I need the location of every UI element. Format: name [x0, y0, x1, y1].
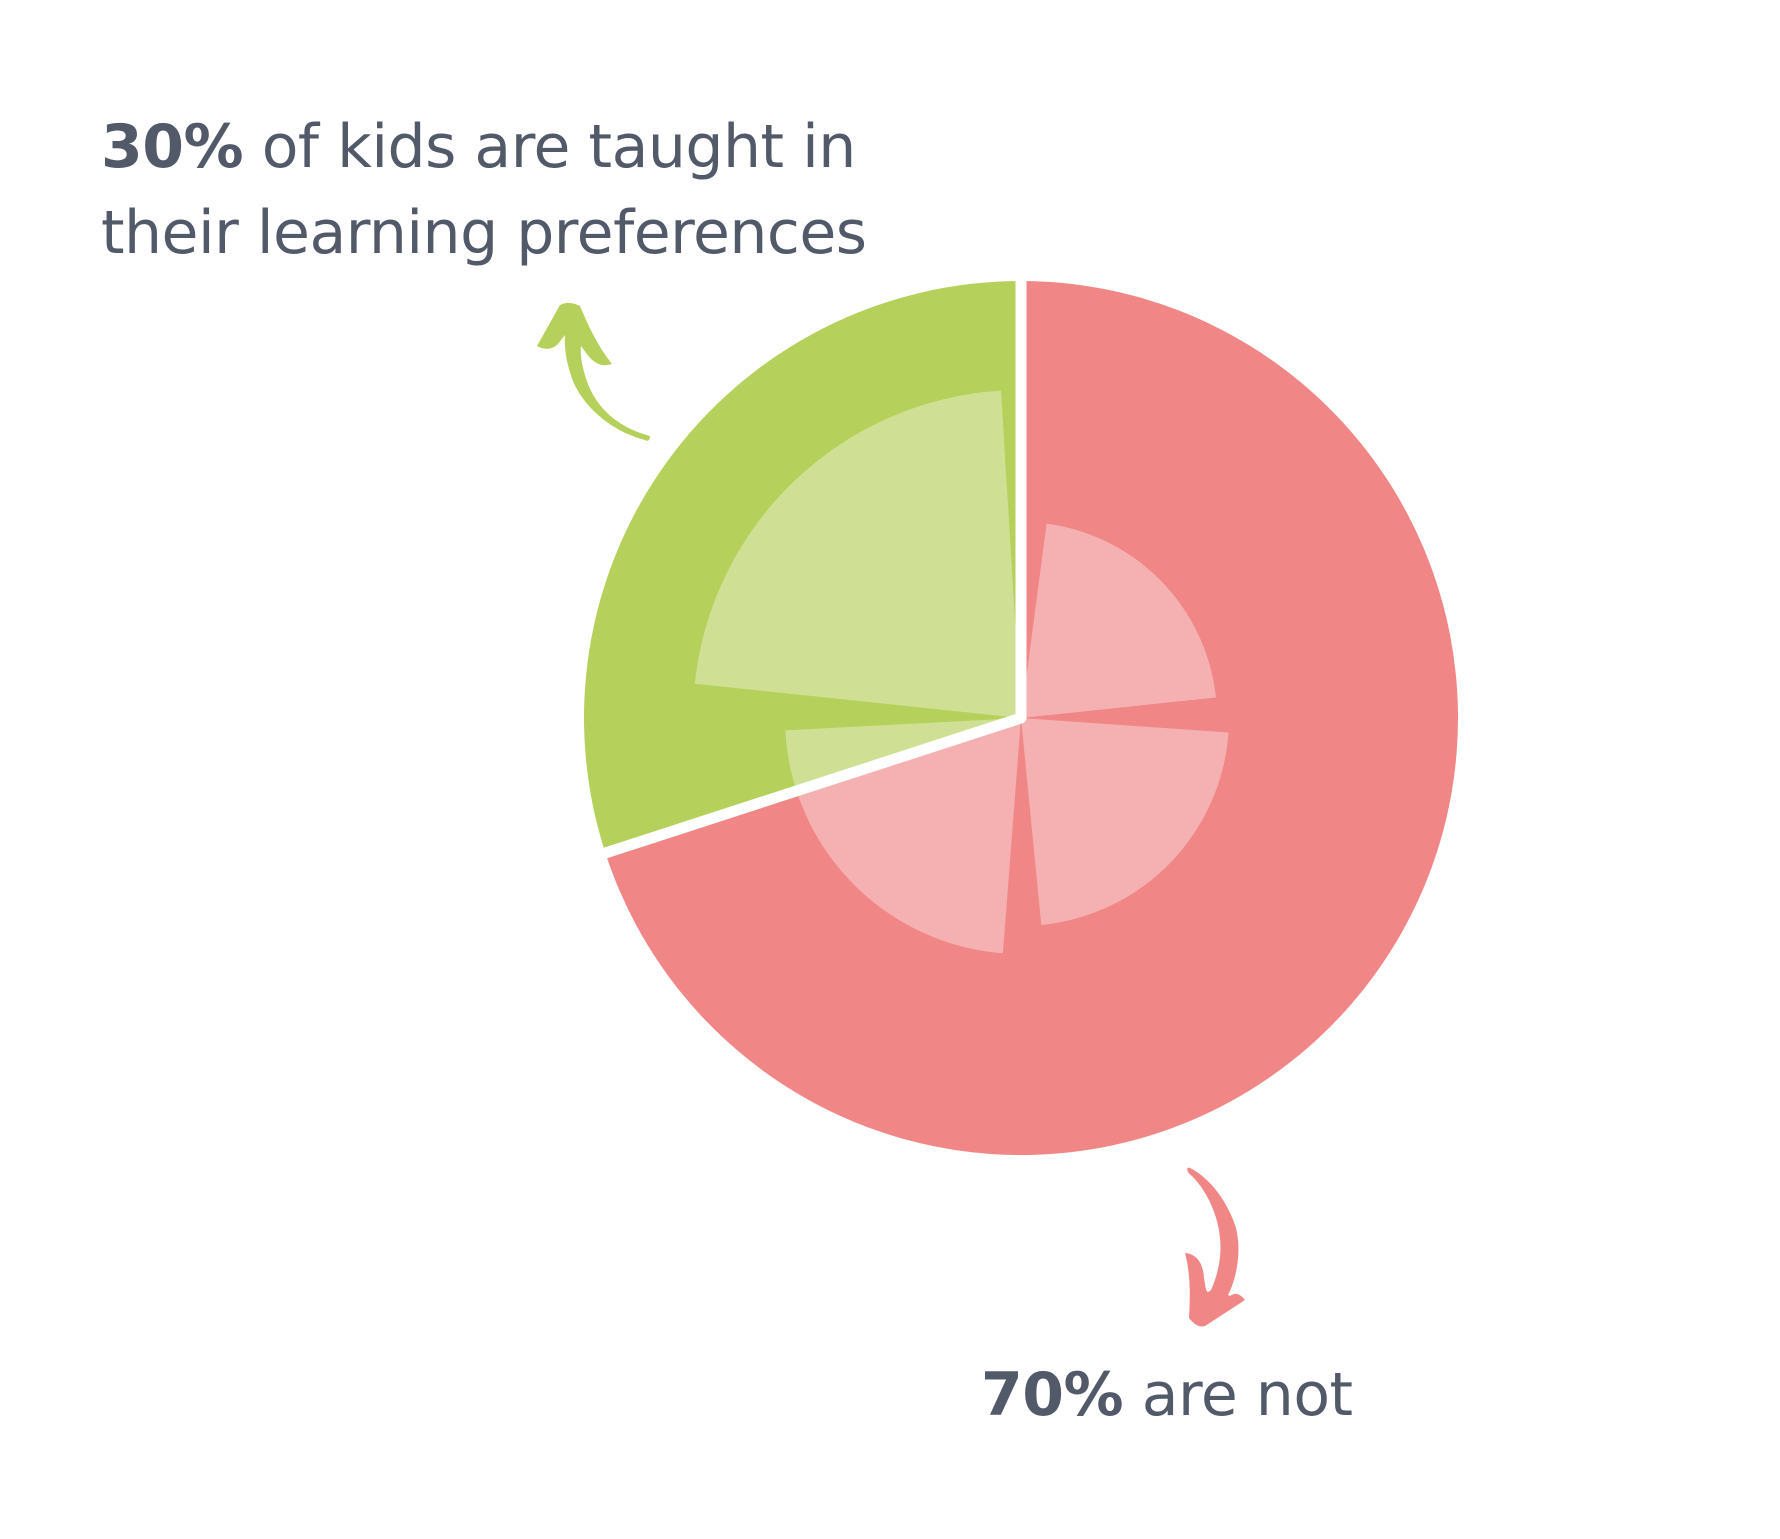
- pie-separator: [594, 712, 1027, 861]
- pie-segment-not-taught: [605, 281, 1459, 1155]
- caption-not-taught: 70% are not: [981, 1352, 1353, 1438]
- green-arrow-icon: [537, 302, 650, 441]
- inner-wedge-taught: [694, 390, 1021, 718]
- pie-separators: [594, 269, 1027, 861]
- caption-taught-text-line2: their learning preferences: [101, 198, 867, 268]
- inner-wedge-not-taught: [1021, 718, 1229, 926]
- caption-taught: 30% of kids are taught in their learning…: [101, 104, 921, 276]
- inner-wedge-not-taught: [1021, 523, 1216, 718]
- red-arrow-icon: [1185, 1167, 1245, 1327]
- caption-not-taught-text: are not: [1123, 1360, 1353, 1430]
- caption-taught-text-line1: of kids are taught in: [243, 112, 857, 182]
- caption-not-taught-percent: 70%: [981, 1360, 1124, 1430]
- caption-taught-percent: 30%: [101, 112, 244, 182]
